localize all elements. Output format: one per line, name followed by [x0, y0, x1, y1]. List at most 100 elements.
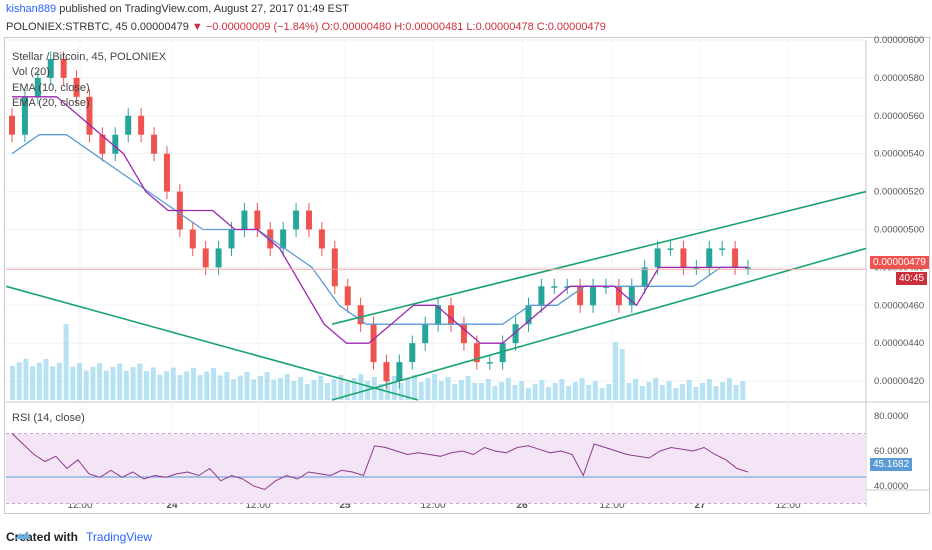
volume-bar — [680, 384, 685, 400]
volume-bar — [700, 383, 706, 400]
volume-bar — [211, 368, 216, 400]
volume-bar — [190, 367, 196, 400]
volume-bar — [63, 324, 69, 400]
legend-ema20: EMA (20, close) — [12, 97, 90, 109]
candle-body — [448, 305, 455, 325]
descending-trend-line — [5, 285, 419, 401]
volume-bar — [559, 379, 565, 400]
volume-bar — [579, 378, 585, 400]
volume-bar — [204, 371, 210, 400]
channel-upper-line — [331, 190, 867, 325]
volume-bar — [726, 378, 732, 400]
candle-body — [525, 305, 532, 325]
x-tick-label: 24 — [166, 500, 178, 511]
volume-bar — [257, 375, 263, 400]
volume-bar — [338, 375, 344, 400]
candle-body — [305, 210, 312, 230]
volume-bar — [217, 375, 223, 400]
volume-bar — [244, 372, 250, 400]
candle-body — [745, 267, 751, 269]
x-tick-label: 25 — [339, 500, 351, 511]
volume-bar — [351, 378, 357, 400]
volume-bar — [278, 378, 283, 400]
candle-body — [99, 134, 106, 154]
x-tick-label: 12:00 — [67, 500, 92, 511]
volume-bar — [123, 370, 129, 400]
volume-bar — [318, 376, 324, 400]
legend-vol: Vol (20) — [12, 66, 50, 78]
volume-bar — [197, 375, 203, 400]
volume-bar — [405, 379, 411, 400]
ema10-line — [12, 96, 748, 344]
y-tick-label: 0.00000540 — [874, 149, 924, 160]
volume-bar — [177, 375, 183, 400]
volume-bar — [613, 342, 618, 400]
candle-body — [602, 286, 609, 288]
x-tick-label: 26 — [516, 500, 528, 511]
author-link[interactable]: kishan889 — [6, 3, 57, 15]
candle-body — [228, 229, 235, 249]
candle-body — [590, 286, 597, 306]
candle-body — [435, 305, 442, 325]
candle-body — [254, 210, 261, 230]
created-with: Created with — [6, 530, 79, 544]
volume-bar — [30, 366, 36, 400]
volume-bar — [519, 381, 525, 400]
volume-bar — [633, 379, 639, 400]
candle-body — [693, 267, 700, 269]
volume-bar — [70, 366, 76, 400]
candle-body — [396, 362, 403, 382]
volume-bar — [271, 379, 277, 400]
candle-body — [680, 248, 687, 268]
volume-bar — [184, 371, 190, 400]
volume-bar — [10, 366, 15, 400]
volume-bar — [458, 380, 464, 400]
x-tick-label: 12:00 — [775, 500, 800, 511]
volume-bar — [284, 374, 290, 400]
volume-bar — [592, 381, 598, 400]
price-tag: 0.00000479 — [870, 256, 929, 269]
candle-body — [564, 286, 571, 288]
x-tick-label: 12:00 — [420, 500, 445, 511]
volume-bar — [706, 379, 712, 400]
volume-bar — [311, 380, 317, 400]
channel-lower-line — [331, 247, 867, 401]
volume-bar — [499, 382, 505, 400]
volume-bar — [425, 378, 431, 400]
candle-body — [641, 267, 648, 287]
volume-bar — [720, 382, 726, 400]
candle-body — [383, 362, 390, 382]
rsi-tag: 45.1682 — [870, 458, 913, 471]
y-tick-label: 0.00000600 — [874, 35, 924, 46]
rsi-line — [11, 433, 749, 491]
candle-body — [138, 115, 145, 135]
volume-bar — [740, 381, 746, 400]
candle-body — [331, 248, 338, 287]
volume-bar — [324, 383, 330, 400]
y-tick-label: 0.00000520 — [874, 187, 924, 198]
volume-bar — [693, 387, 699, 400]
candle-body — [60, 58, 67, 78]
rsi-tick-label: 60.0000 — [874, 446, 908, 457]
volume-bar — [639, 386, 645, 400]
y-tick-label: 0.00000500 — [874, 224, 924, 235]
volume-bar — [733, 385, 739, 400]
candle-body — [719, 248, 726, 250]
volume-bar — [331, 379, 337, 400]
candle-body — [344, 286, 351, 306]
volume-bar — [251, 379, 257, 400]
candle-body — [409, 343, 416, 363]
volume-bar — [566, 386, 572, 400]
candle-body — [125, 115, 132, 135]
candle-body — [538, 286, 545, 306]
rsi-band — [6, 433, 866, 504]
volume-bar — [43, 359, 49, 400]
candle-body — [112, 134, 119, 154]
x-tick-label: 12:00 — [245, 500, 270, 511]
candle-body — [163, 153, 170, 192]
candle-body — [551, 286, 558, 288]
brand[interactable]: TradingView — [86, 530, 153, 544]
publish-header: kishan889 published on TradingView.com, … — [6, 3, 349, 15]
ohlc: O:0.00000480 H:0.00000481 L:0.00000478 C… — [321, 21, 606, 33]
